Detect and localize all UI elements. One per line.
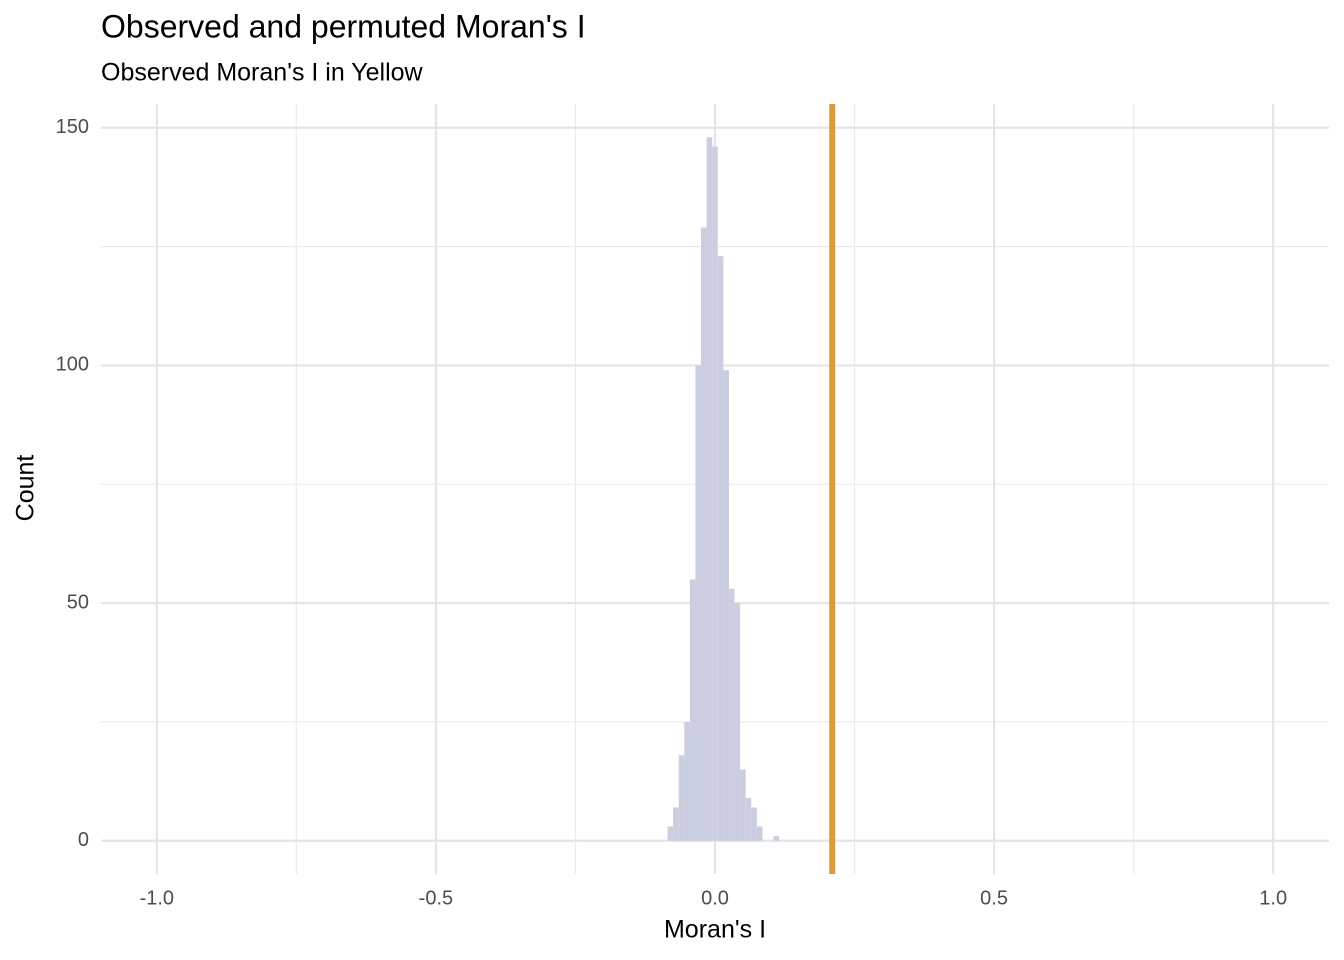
bar <box>695 365 702 841</box>
y-tick-label: 100 <box>56 354 89 376</box>
y-tick-label: 150 <box>56 116 89 138</box>
bar <box>723 370 729 841</box>
y-axis-label: Count <box>12 455 40 522</box>
bar <box>751 807 757 841</box>
x-tick-label: 1.0 <box>1259 887 1287 909</box>
bar <box>678 755 685 841</box>
x-tick-label: 0.0 <box>701 887 729 909</box>
bar <box>773 835 780 841</box>
x-axis-label: Moran's I <box>664 916 766 944</box>
bar <box>684 721 690 841</box>
chart-subtitle: Observed Moran's I in Yellow <box>101 59 424 87</box>
x-tick-label: -0.5 <box>419 887 453 909</box>
x-tick-label: 0.5 <box>980 887 1008 909</box>
x-tick-label: -1.0 <box>140 887 174 909</box>
bar <box>756 826 763 841</box>
bar <box>673 807 679 841</box>
bar <box>712 146 718 841</box>
bar <box>689 579 696 841</box>
bar <box>706 137 713 841</box>
bar <box>701 227 707 841</box>
bar <box>717 256 724 841</box>
y-tick-label: 50 <box>67 591 89 613</box>
bar <box>667 826 674 841</box>
bar <box>728 588 735 841</box>
bar <box>740 769 746 841</box>
y-tick-label: 0 <box>78 829 89 851</box>
chart-title: Observed and permuted Moran's I <box>101 8 586 44</box>
bar <box>745 797 752 841</box>
bar <box>734 603 741 841</box>
